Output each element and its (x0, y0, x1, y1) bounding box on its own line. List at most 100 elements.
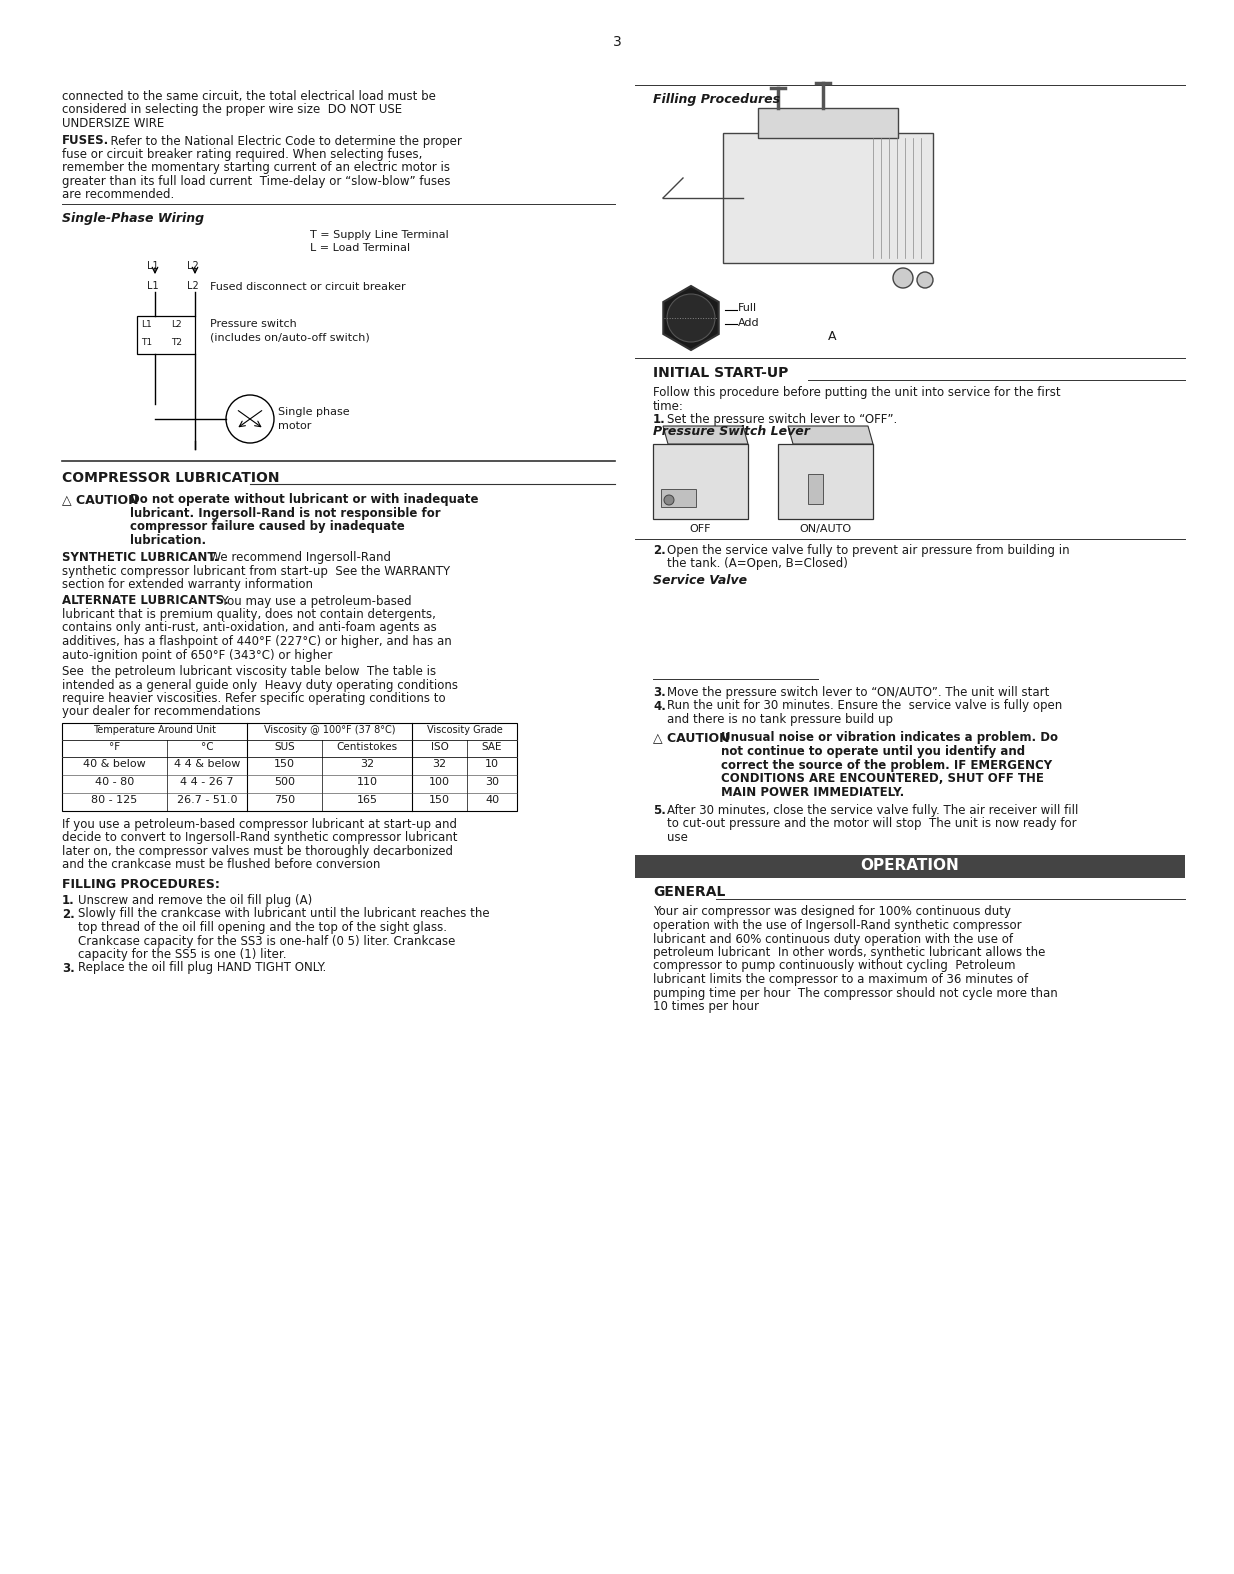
Text: FILLING PROCEDURES:: FILLING PROCEDURES: (62, 878, 220, 891)
Text: Do not operate without lubricant or with inadequate: Do not operate without lubricant or with… (130, 493, 479, 505)
Text: Set the pressure switch lever to “OFF”.: Set the pressure switch lever to “OFF”. (668, 412, 897, 427)
Text: 4.: 4. (653, 699, 666, 713)
Polygon shape (663, 427, 748, 444)
Text: We recommend Ingersoll-Rand: We recommend Ingersoll-Rand (202, 551, 391, 563)
Text: operation with the use of Ingersoll-Rand synthetic compressor: operation with the use of Ingersoll-Rand… (653, 919, 1022, 932)
Text: COMPRESSOR LUBRICATION: COMPRESSOR LUBRICATION (62, 471, 279, 485)
Text: 4 4 & below: 4 4 & below (174, 759, 241, 770)
Text: Pressure Switch Lever: Pressure Switch Lever (653, 425, 810, 438)
Text: ALTERNATE LUBRICANTS.: ALTERNATE LUBRICANTS. (62, 595, 228, 608)
Text: connected to the same circuit, the total electrical load must be: connected to the same circuit, the total… (62, 90, 436, 102)
Text: and the crankcase must be flushed before conversion: and the crankcase must be flushed before… (62, 858, 380, 872)
Text: Full: Full (738, 304, 758, 313)
Text: Crankcase capacity for the SS3 is one-half (0 5) liter. Crankcase: Crankcase capacity for the SS3 is one-ha… (78, 935, 455, 948)
Text: Single-Phase Wiring: Single-Phase Wiring (62, 212, 204, 225)
Text: fuse or circuit breaker rating required. When selecting fuses,: fuse or circuit breaker rating required.… (62, 148, 422, 161)
Circle shape (668, 294, 714, 342)
Text: 80 - 125: 80 - 125 (91, 795, 138, 804)
Text: T2: T2 (172, 338, 181, 346)
Text: 1.: 1. (653, 412, 666, 427)
Circle shape (226, 395, 274, 442)
Text: Open the service valve fully to prevent air pressure from building in: Open the service valve fully to prevent … (668, 545, 1070, 557)
Text: pumping time per hour  The compressor should not cycle more than: pumping time per hour The compressor sho… (653, 987, 1058, 999)
Text: °C: °C (201, 741, 213, 752)
Text: If you use a petroleum-based compressor lubricant at start-up and: If you use a petroleum-based compressor … (62, 818, 457, 831)
Text: lubricant and 60% continuous duty operation with the use of: lubricant and 60% continuous duty operat… (653, 932, 1013, 946)
Text: 30: 30 (485, 778, 499, 787)
Text: L2: L2 (172, 320, 181, 329)
Text: section for extended warranty information: section for extended warranty informatio… (62, 578, 313, 590)
Text: Service Valve: Service Valve (653, 575, 747, 587)
Text: L = Load Terminal: L = Load Terminal (310, 242, 410, 253)
Text: lubricant. Ingersoll-Rand is not responsible for: lubricant. Ingersoll-Rand is not respons… (130, 507, 441, 519)
Text: lubricant limits the compressor to a maximum of 36 minutes of: lubricant limits the compressor to a max… (653, 973, 1028, 985)
Text: motor: motor (278, 420, 311, 431)
Polygon shape (789, 427, 872, 444)
Text: L1: L1 (147, 282, 159, 291)
Text: Unscrew and remove the oil fill plug (A): Unscrew and remove the oil fill plug (A) (78, 894, 312, 907)
Text: Viscosity Grade: Viscosity Grade (427, 726, 502, 735)
Text: lubrication.: lubrication. (130, 534, 206, 546)
Circle shape (664, 494, 674, 505)
Text: Move the pressure switch lever to “ON/AUTO”. The unit will start: Move the pressure switch lever to “ON/AU… (668, 686, 1049, 699)
Text: UNDERSIZE WIRE: UNDERSIZE WIRE (62, 116, 164, 131)
Text: You may use a petroleum-based: You may use a petroleum-based (213, 595, 412, 608)
Bar (661, 490, 696, 507)
Text: Single phase: Single phase (278, 408, 349, 417)
Text: 100: 100 (429, 778, 450, 787)
Text: Pressure switch: Pressure switch (210, 320, 296, 329)
Text: OFF: OFF (690, 524, 711, 534)
Text: Filling Procedures: Filling Procedures (653, 93, 780, 105)
Text: greater than its full load current  Time-delay or “slow-blow” fuses: greater than its full load current Time-… (62, 175, 450, 187)
Bar (777, 444, 872, 519)
Text: the tank. (A=Open, B=Closed): the tank. (A=Open, B=Closed) (668, 557, 848, 570)
Text: petroleum lubricant  In other words, synthetic lubricant allows the: petroleum lubricant In other words, synt… (653, 946, 1045, 959)
Bar (137, 316, 195, 354)
Bar (62, 722, 517, 811)
Text: 2.: 2. (653, 545, 666, 557)
Text: auto-ignition point of 650°F (343°C) or higher: auto-ignition point of 650°F (343°C) or … (62, 648, 332, 661)
Text: L2: L2 (188, 261, 199, 271)
Text: not continue to operate until you identify and: not continue to operate until you identi… (721, 745, 1025, 759)
Text: L2: L2 (188, 282, 199, 291)
Text: synthetic compressor lubricant from start-up  See the WARRANTY: synthetic compressor lubricant from star… (62, 565, 450, 578)
Text: INITIAL START-UP: INITIAL START-UP (653, 367, 789, 379)
Text: 32: 32 (360, 759, 374, 770)
Bar (636, 855, 1185, 877)
Text: 10: 10 (485, 759, 499, 770)
Text: require heavier viscosities. Refer specific operating conditions to: require heavier viscosities. Refer speci… (62, 693, 445, 705)
Text: 1.: 1. (62, 894, 75, 907)
Text: correct the source of the problem. IF EMERGENCY: correct the source of the problem. IF EM… (721, 759, 1053, 771)
Text: 5.: 5. (653, 804, 666, 817)
Text: 10 times per hour: 10 times per hour (653, 999, 759, 1014)
Text: FUSES.: FUSES. (62, 134, 110, 148)
Bar (723, 132, 933, 263)
Text: 32: 32 (432, 759, 447, 770)
Text: 500: 500 (274, 778, 295, 787)
Text: 750: 750 (274, 795, 295, 804)
Text: Add: Add (738, 318, 760, 327)
Text: lubricant that is premium quality, does not contain detergents,: lubricant that is premium quality, does … (62, 608, 436, 622)
Circle shape (893, 268, 913, 288)
Text: 2.: 2. (62, 908, 75, 921)
Text: are recommended.: are recommended. (62, 189, 174, 201)
Text: Centistokes: Centistokes (337, 741, 397, 752)
Text: L1: L1 (141, 320, 152, 329)
Text: (includes on/auto-off switch): (includes on/auto-off switch) (210, 332, 370, 342)
Text: ISO: ISO (431, 741, 448, 752)
Text: SYNTHETIC LUBRICANT.: SYNTHETIC LUBRICANT. (62, 551, 218, 563)
Text: 150: 150 (274, 759, 295, 770)
Text: 110: 110 (357, 778, 378, 787)
Text: use: use (668, 831, 687, 844)
Text: Slowly fill the crankcase with lubricant until the lubricant reaches the: Slowly fill the crankcase with lubricant… (78, 908, 490, 921)
Text: △ CAUTION: △ CAUTION (62, 493, 138, 505)
Text: 3: 3 (612, 35, 622, 49)
Text: T = Supply Line Terminal: T = Supply Line Terminal (310, 230, 449, 239)
Text: top thread of the oil fill opening and the top of the sight glass.: top thread of the oil fill opening and t… (78, 921, 447, 933)
Text: contains only anti-rust, anti-oxidation, and anti-foam agents as: contains only anti-rust, anti-oxidation,… (62, 622, 437, 634)
Text: MAIN POWER IMMEDIATELY.: MAIN POWER IMMEDIATELY. (721, 785, 905, 798)
Text: Follow this procedure before putting the unit into service for the first: Follow this procedure before putting the… (653, 386, 1061, 398)
Text: △ CAUTION: △ CAUTION (653, 732, 729, 745)
Text: 26.7 - 51.0: 26.7 - 51.0 (176, 795, 237, 804)
Text: GENERAL: GENERAL (653, 886, 726, 899)
